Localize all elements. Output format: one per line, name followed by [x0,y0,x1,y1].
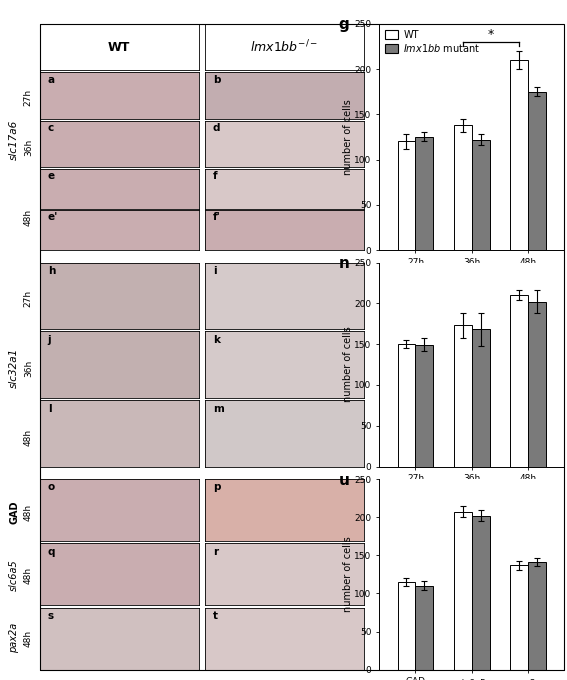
Bar [416,137,433,250]
Bar [397,344,416,466]
Text: k: k [213,335,220,345]
Text: c: c [48,123,54,133]
Bar [454,125,472,250]
Text: 27h: 27h [24,290,33,307]
Bar [510,60,528,250]
Text: GAD: GAD [9,500,19,524]
Text: l: l [48,404,51,413]
Text: b: b [213,75,221,84]
Text: e': e' [48,212,58,222]
Bar [454,325,472,466]
Bar [528,562,545,670]
Text: WT: WT [108,41,130,54]
Text: o: o [48,482,55,492]
Text: 48h: 48h [24,630,33,647]
Text: d: d [213,123,221,133]
Text: f': f' [213,212,221,222]
Text: 48h: 48h [24,209,33,226]
Text: h: h [48,266,55,276]
Bar [416,586,433,670]
Bar [472,329,489,466]
Bar [472,139,489,250]
Text: m: m [213,404,224,413]
Text: p: p [213,482,221,492]
Y-axis label: number of cells: number of cells [342,99,353,175]
Text: 36h: 36h [24,360,33,377]
Text: 48h: 48h [24,567,33,584]
Text: g: g [338,17,349,32]
Text: f: f [213,171,218,181]
Text: 48h: 48h [24,504,33,521]
Text: s: s [48,611,54,621]
Text: slc17a6: slc17a6 [9,120,19,160]
Text: 48h: 48h [24,429,33,447]
Bar [472,515,489,670]
Text: u: u [338,473,349,488]
Bar [397,582,416,670]
Bar [416,345,433,466]
Bar [510,565,528,670]
Text: *: * [488,28,494,41]
Bar [454,512,472,670]
Text: t: t [213,611,218,621]
Legend: WT, $Imx1bb$ mutant: WT, $Imx1bb$ mutant [384,29,481,55]
Text: slc6a5: slc6a5 [9,560,19,591]
Text: 36h: 36h [24,139,33,156]
Y-axis label: number of cells: number of cells [342,537,353,612]
Text: pax2a: pax2a [9,623,19,653]
Bar [528,92,545,250]
Text: n: n [338,256,349,271]
Bar [528,302,545,466]
Text: 27h: 27h [24,89,33,106]
Text: i: i [213,266,217,276]
Text: j: j [48,335,51,345]
Bar [397,141,416,250]
Text: slc32a1: slc32a1 [9,348,19,388]
Bar [510,295,528,466]
Text: r: r [213,547,218,556]
Text: $lmx1bb^{-/-}$: $lmx1bb^{-/-}$ [250,39,319,56]
Text: e: e [48,171,55,181]
Y-axis label: number of cells: number of cells [342,326,353,403]
Text: a: a [48,75,55,84]
Text: q: q [48,547,55,556]
